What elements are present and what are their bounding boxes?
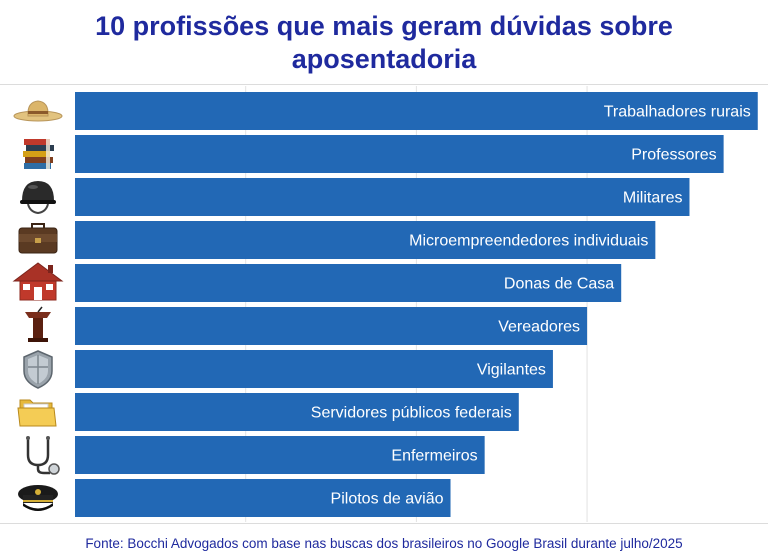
bar-label-4: Microempreendedores individuais [409, 233, 648, 250]
books-icon [23, 139, 54, 169]
briefcase-icon [18, 223, 58, 254]
bar-2 [75, 135, 724, 173]
bar-label-7: Vigilantes [477, 362, 546, 379]
bar-label-10: Pilotos de avião [331, 491, 444, 508]
military-helmet-icon [20, 181, 56, 215]
bar-3 [75, 178, 690, 216]
bar-label-1: Trabalhadores rurais [604, 104, 751, 121]
bar-8 [75, 393, 519, 431]
bar-5 [75, 264, 622, 302]
chart-title-line-2: aposentadoria [291, 44, 477, 74]
bar-9 [75, 436, 485, 474]
bar-label-2: Professores [631, 147, 716, 164]
bar-label-8: Servidores públicos federais [311, 405, 512, 422]
chart-title-line-1: 10 profissões que mais geram dúvidas sob… [95, 11, 673, 41]
bar-4 [75, 221, 656, 259]
podium-icon [25, 306, 51, 342]
bar-7 [75, 350, 553, 388]
bar-1 [75, 92, 758, 130]
bar-chart: Trabalhadores rurais Professores Militares… [0, 84, 768, 524]
bar-label-3: Militares [623, 190, 683, 207]
bar-label-5: Donas de Casa [504, 276, 614, 293]
house-icon [12, 262, 64, 301]
shield-icon [23, 350, 53, 389]
bar-label-9: Enfermeiros [391, 448, 477, 465]
pilot-cap-icon [18, 485, 58, 511]
source-note: Fonte: Bocchi Advogados com base nas bus… [85, 536, 683, 551]
bar-label-6: Vereadores [498, 319, 580, 336]
straw-hat-icon [13, 100, 63, 122]
bar-chart-svg: Trabalhadores rurais Professores Militares… [0, 84, 768, 524]
bar-10 [75, 479, 451, 517]
folders-icon [17, 399, 57, 427]
bar-6 [75, 307, 588, 345]
stethoscope-icon [26, 436, 60, 475]
chart-title: 10 profissões que mais geram dúvidas sob… [0, 10, 768, 76]
